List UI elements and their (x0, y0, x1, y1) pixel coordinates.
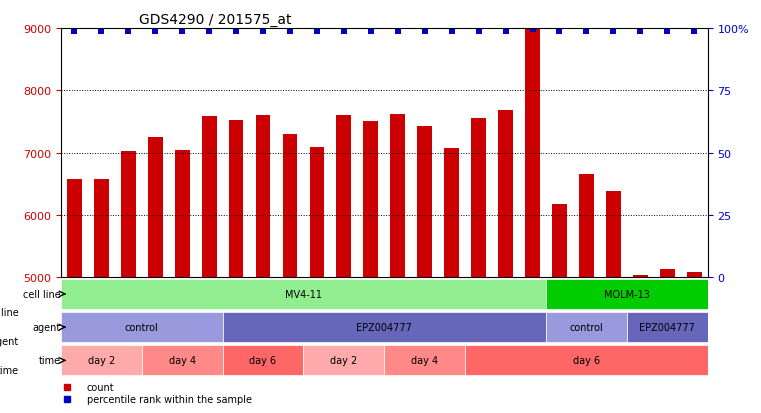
Bar (256, 115, 270, 278)
Text: EPZ004777: EPZ004777 (639, 323, 696, 332)
Text: cell line: cell line (23, 289, 61, 299)
Bar (384, 346, 465, 375)
Bar (660, 270, 675, 278)
Text: percentile rank within the sample: percentile rank within the sample (87, 394, 252, 404)
Bar (175, 150, 189, 278)
Bar (121, 152, 135, 278)
Bar (579, 175, 594, 278)
Bar (471, 119, 486, 278)
Bar (444, 148, 459, 278)
Text: agent: agent (0, 336, 19, 346)
Text: day 6: day 6 (573, 356, 600, 366)
Text: count: count (87, 382, 114, 392)
Text: control: control (569, 323, 603, 332)
Bar (364, 122, 378, 278)
Bar (67, 180, 81, 278)
Bar (546, 313, 627, 342)
Bar (61, 313, 222, 342)
Bar (498, 111, 513, 278)
Bar (310, 148, 324, 278)
Bar (304, 346, 384, 375)
Text: time: time (39, 356, 61, 366)
Text: MOLM-13: MOLM-13 (604, 289, 650, 299)
Bar (606, 192, 621, 278)
Bar (552, 204, 567, 278)
Text: MV4-11: MV4-11 (285, 289, 322, 299)
Bar (228, 120, 244, 278)
Text: agent: agent (33, 323, 61, 332)
Bar (282, 135, 298, 278)
Text: control: control (125, 323, 158, 332)
Bar (148, 138, 163, 278)
Text: day 4: day 4 (411, 356, 438, 366)
Bar (525, 30, 540, 278)
Bar (202, 117, 217, 278)
Text: GDS4290 / 201575_at: GDS4290 / 201575_at (139, 12, 291, 26)
Text: time: time (0, 365, 19, 375)
Bar (222, 313, 546, 342)
Bar (336, 116, 352, 278)
Bar (633, 275, 648, 278)
Text: cell line: cell line (0, 307, 19, 317)
Bar (687, 273, 702, 278)
Bar (61, 279, 546, 309)
Bar (417, 126, 432, 278)
Bar (390, 115, 405, 278)
Text: day 6: day 6 (250, 356, 276, 366)
Bar (94, 179, 109, 278)
Bar (546, 279, 708, 309)
Text: day 4: day 4 (169, 356, 196, 366)
Bar (627, 313, 708, 342)
Bar (61, 346, 142, 375)
Text: day 2: day 2 (330, 356, 358, 366)
Bar (222, 346, 304, 375)
Text: EPZ004777: EPZ004777 (356, 323, 412, 332)
Text: day 2: day 2 (88, 356, 115, 366)
Bar (142, 346, 223, 375)
Bar (465, 346, 708, 375)
